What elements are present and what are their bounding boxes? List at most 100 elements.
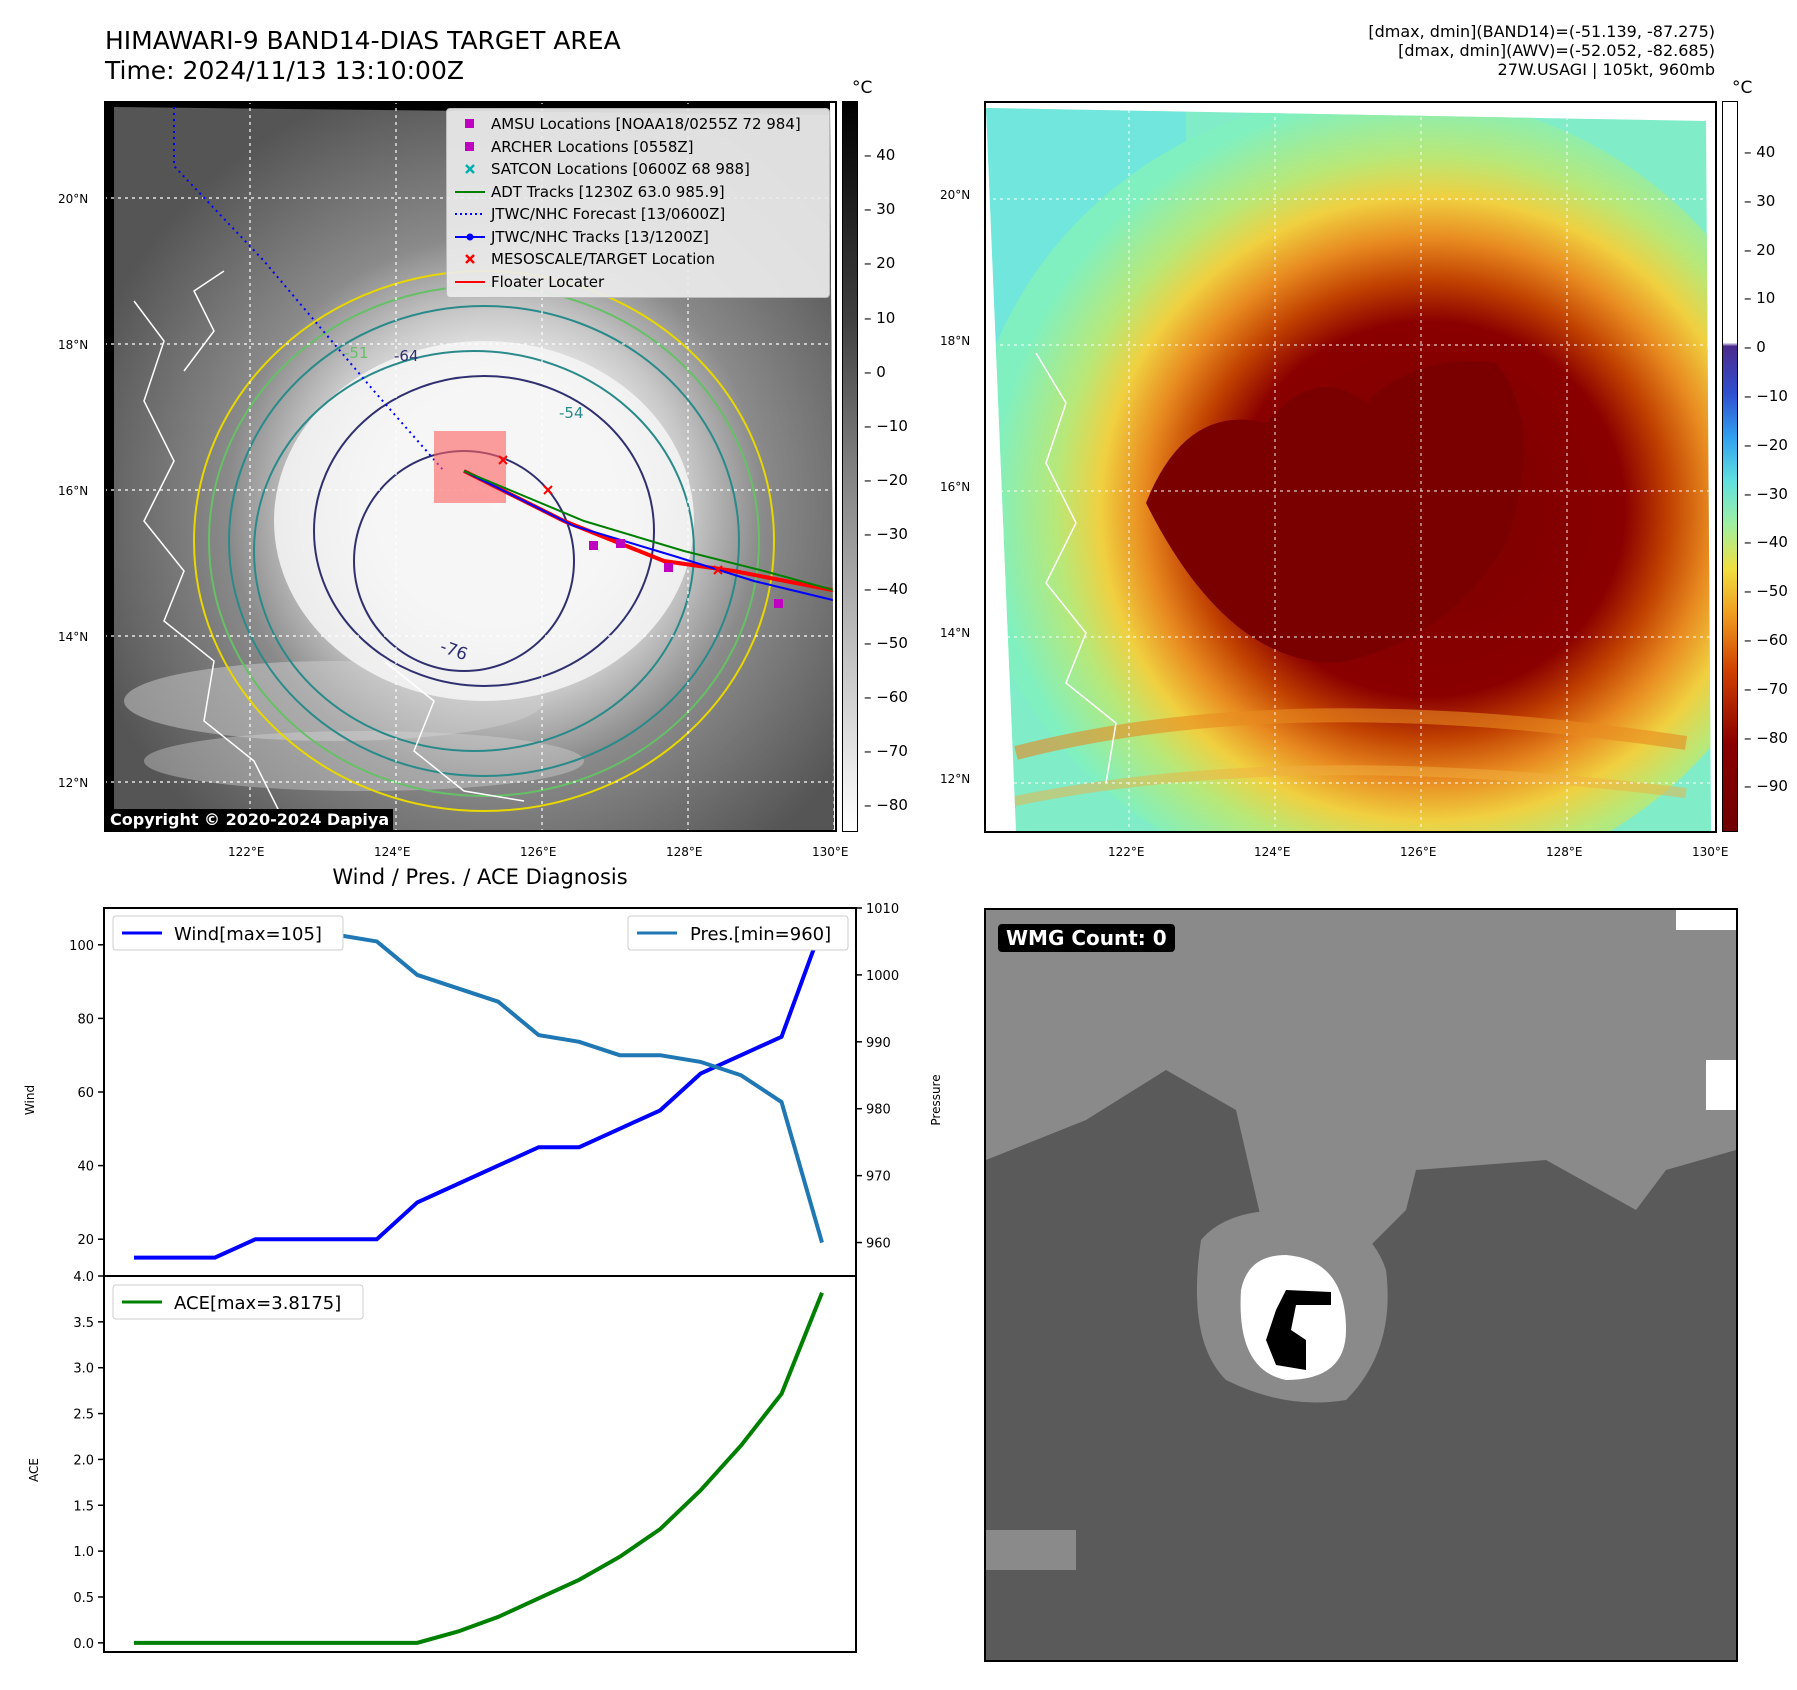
wind-line [134,925,824,1260]
contour-navy [313,375,655,687]
legend-label: AMSU Locations [NOAA18/0255Z 72 984] [491,115,801,134]
pressure-tick-label: 960 [866,1237,891,1252]
lon-label: 126°E [1400,845,1437,859]
legend-label: SATCON Locations [0600Z 68 988] [491,160,750,179]
wind-pres-axes [103,907,857,1277]
awv-map-panel [984,101,1717,833]
coastline [383,660,525,802]
colorbar-tick-label: – −50 [864,633,908,652]
map-legend: AMSU Locations [NOAA18/0255Z 72 984] ARCH… [446,108,830,298]
coastline [183,270,225,372]
colorbar-tick-label: – 10 [864,308,896,327]
ace-tick-label: 3.5 [73,1316,94,1331]
contour-teal [253,350,695,752]
lat-label: 18°N [940,334,971,348]
ace-tick-label: 3.0 [73,1362,94,1377]
wmg-region-gray [986,910,1736,1250]
wmg-panel: WMG Count: 0 [984,908,1738,1662]
lat-label: 16°N [940,480,971,494]
contour-label: -54 [559,404,584,422]
lon-label: 124°E [374,845,411,859]
colorbar-tick-label: – 20 [864,254,896,273]
legend-symbol-icon [453,253,487,265]
wind-legend: Wind[max=105] [112,915,344,951]
colorbar-tick-label: – 40 [864,146,896,164]
legend-symbol-icon [453,141,487,153]
legend-item: MESOSCALE/TARGET Location [453,248,823,271]
colorbar-tick-label: – 40 [1744,143,1776,161]
diagnosis-chart: 20 40 60 80 100 960 970 980 990 1000 1010 0.0 0.5 1.0… [23,902,943,1653]
legend-label: ADT Tracks [1230Z 63.0 985.9] [491,182,725,201]
colorbar-tick-label: – −30 [864,525,908,544]
legend-label: JTWC/NHC Tracks [13/1200Z] [491,227,709,246]
pressure-tick-label: 970 [866,1170,891,1185]
copyright-label: Copyright © 2020-2024 Dapiya [106,809,394,830]
ace-tick-label: 1.0 [73,1545,94,1560]
pressure-axis-label: Pressure [929,1074,943,1125]
legend-symbol-icon [453,118,487,130]
lat-label: 14°N [58,630,89,644]
wmg-eye-black [1266,1290,1331,1370]
legend-label: Floater Locater [491,272,605,291]
legend-symbol-icon [453,276,487,288]
colorbar-tick-label: – −70 [1744,679,1788,698]
colorbar-tick-label: – −80 [864,796,908,815]
pressure-tick-label: 1000 [866,969,899,984]
legend-item: ARCHER Locations [0558Z] [453,136,823,159]
lat-label: 20°N [940,188,971,202]
legend-label: JTWC/NHC Forecast [13/0600Z] [491,205,726,224]
title-line-2: Time: 2024/11/13 13:10:00Z [105,56,464,85]
colorbar-tick-label: – −60 [864,688,908,706]
colorbar-tick-label: – 20 [1744,240,1776,259]
lon-label: 122°E [228,845,265,859]
ace-tick-label: 1.5 [73,1499,94,1514]
target-area-box [434,431,506,503]
ace-tick-label: 4.0 [73,1270,94,1285]
colorbar-tick-label: – −80 [1744,728,1788,747]
lat-label: 12°N [58,776,89,790]
target-x-markers [498,455,723,575]
lat-label: 16°N [58,484,89,498]
colorbar-tick-label: – −60 [1744,631,1788,649]
colorbar-tick-label: – −40 [1744,533,1788,552]
ace-legend: ACE[max=3.8175] [112,1284,364,1320]
wmg-image [986,910,1736,1660]
contour-label: -51 [344,344,369,362]
diagnosis-title: Wind / Pres. / ACE Diagnosis [332,865,628,889]
stats-block: [dmax, dmin](BAND14)=(-51.139, -87.275) … [1015,22,1715,79]
band14-colorbar [842,101,858,832]
legend-item: JTWC/NHC Tracks [13/1200Z] [453,226,823,249]
awv-map [986,103,1715,831]
lat-label: 20°N [58,192,89,206]
pressure-tick-label: 980 [866,1103,891,1118]
legend-symbol-icon [453,231,487,243]
pressure-tick-label: 1010 [866,902,899,917]
colorbar-tick-label: – 0 [864,362,886,381]
lat-label: 12°N [940,772,971,786]
pressure-tick-label: 990 [866,1036,891,1051]
colorbar-tick-label: – −10 [1744,387,1788,405]
ace-tick-label: 0.0 [73,1637,94,1652]
lon-label: 128°E [666,845,703,859]
ace-legend-label: ACE[max=3.8175] [174,1293,341,1314]
contour-label: -64 [394,347,419,365]
colorbar-tick-label: – 0 [1744,338,1766,357]
colorbar-tick-label: – −70 [864,742,908,761]
legend-label: ARCHER Locations [0558Z] [491,137,694,156]
wind-tick-label: 20 [77,1233,94,1248]
legend-symbol-icon [453,163,487,175]
legend-symbol-icon [453,208,487,220]
colorbar-ticks: – 40 – 30 – 20 – 10 – 0 – −10 – −20 – −30 – −40 –… [1744,101,1797,832]
colorbar-tick-label: – −30 [1744,484,1788,503]
stats-line-2: [dmax, dmin](AWV)=(-52.052, -82.685) [1398,41,1715,60]
amsu-markers [589,539,783,608]
lon-label: 130°E [1692,845,1729,859]
pressure-line [134,919,824,1244]
legend-symbol-icon [453,186,487,198]
cdo [274,341,694,701]
colorbar-unit: °C [852,78,873,98]
legend-item: ADT Tracks [1230Z 63.0 985.9] [453,181,823,204]
lon-label: 128°E [1546,845,1583,859]
awv-colorbar [1722,101,1738,832]
contour-teal [228,305,740,777]
